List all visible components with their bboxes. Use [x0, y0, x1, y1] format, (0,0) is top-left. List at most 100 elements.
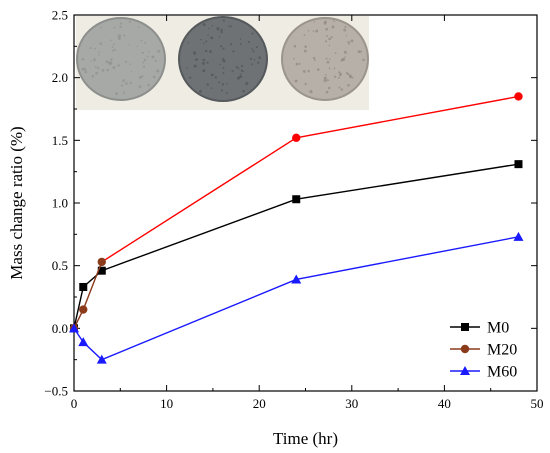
disc-speckle [348, 42, 350, 45]
disc-speckle [96, 66, 100, 70]
disc-speckle [326, 60, 330, 64]
disc-speckle [340, 88, 343, 91]
disc-speckle [247, 40, 250, 44]
disc-speckle [220, 89, 224, 92]
disc-speckle [210, 73, 214, 77]
disc-speckle [240, 64, 244, 68]
disc-speckle [100, 26, 102, 29]
disc-speckle [312, 57, 316, 60]
disc-speckle [326, 79, 329, 82]
disc-speckle [328, 67, 331, 70]
data-point [69, 323, 79, 333]
data-point [291, 274, 302, 284]
disc-speckle [187, 41, 190, 44]
disc-speckle [156, 69, 160, 73]
legend-label-m0: M0 [487, 320, 509, 337]
y-tick-label: 1.5 [52, 133, 68, 148]
disc-speckle [89, 47, 92, 50]
legend: M0 M20 M60 [450, 320, 517, 381]
disc-speckle [140, 39, 143, 42]
legend-label-m60: M60 [487, 364, 517, 381]
disc-speckle [83, 67, 87, 71]
legend-label-m20: M20 [487, 342, 517, 359]
disc-speckle [220, 30, 223, 34]
disc-speckle [141, 51, 144, 54]
disc-speckle [225, 92, 228, 95]
disc-speckle [347, 40, 350, 44]
disc-speckle [307, 69, 310, 73]
disc-speckle [154, 59, 157, 62]
disc-speckle [113, 26, 116, 29]
disc-speckle [109, 61, 113, 65]
disc-speckle [210, 87, 213, 89]
disc-speckle [226, 82, 228, 85]
disc-speckle [99, 42, 103, 46]
series-m0 [70, 160, 523, 333]
disc-speckle [334, 52, 337, 54]
disc-speckle [90, 59, 92, 62]
disc-speckle [303, 49, 307, 53]
disc-speckle [203, 42, 205, 44]
disc-speckle [204, 49, 208, 53]
disc-speckle [351, 76, 354, 79]
disc-speckle [101, 68, 105, 72]
disc-speckle [218, 35, 221, 38]
x-tick-label: 0 [71, 396, 78, 411]
disc-speckle [347, 83, 350, 87]
disc-speckle [328, 44, 331, 47]
disc-speckle [198, 90, 202, 93]
disc-speckle [207, 34, 209, 37]
disc-speckle [344, 56, 346, 58]
series-m20 [69, 92, 523, 333]
x-tick-label: 40 [438, 396, 451, 411]
specimen-disc-m60 [282, 18, 368, 100]
disc-speckle [312, 30, 315, 33]
disc-speckle [242, 90, 245, 93]
data-point [292, 133, 301, 143]
disc-speckle [324, 20, 327, 24]
disc-speckle [251, 48, 254, 51]
disc-speckle [326, 35, 328, 37]
disc-speckle [221, 58, 225, 61]
disc-speckle [222, 71, 225, 74]
disc-speckle [324, 74, 327, 76]
disc-speckle [222, 67, 225, 70]
disc-speckle [200, 38, 202, 41]
disc-speckle [255, 45, 258, 49]
disc-speckle [325, 57, 328, 60]
disc-speckle [142, 65, 146, 68]
disc-speckle [230, 43, 233, 46]
disc-speckle [144, 41, 147, 44]
disc-speckle [152, 56, 155, 58]
disc-speckle [235, 66, 239, 69]
data-point [513, 231, 524, 241]
series-line [73, 236, 519, 361]
disc-speckle [303, 34, 306, 36]
disc-speckle [294, 79, 298, 83]
disc-speckle [125, 82, 128, 85]
x-tick-label: 50 [531, 396, 544, 411]
disc-speckle [157, 49, 161, 53]
data-point [514, 160, 523, 169]
disc-speckle [240, 69, 243, 72]
disc-speckle [110, 39, 112, 42]
disc-speckle [206, 83, 209, 86]
disc-speckle [342, 57, 346, 61]
disc-speckle [211, 24, 214, 27]
x-axis-title: Time (hr) [273, 429, 338, 448]
disc-speckle [93, 58, 96, 62]
disc-speckle [253, 58, 256, 61]
data-point [292, 195, 301, 204]
disc-speckle [220, 28, 223, 32]
disc-speckle [339, 72, 342, 75]
disc-speckle [205, 40, 208, 43]
specimen-disc-m0-edge [76, 17, 166, 101]
disc-speckle [193, 64, 197, 68]
disc-speckle [218, 81, 221, 84]
disc-speckle [91, 75, 95, 78]
data-point [79, 282, 88, 291]
disc-speckle [251, 32, 254, 35]
disc-speckle [343, 28, 347, 32]
disc-speckle [240, 42, 242, 45]
disc-speckle [228, 25, 231, 28]
